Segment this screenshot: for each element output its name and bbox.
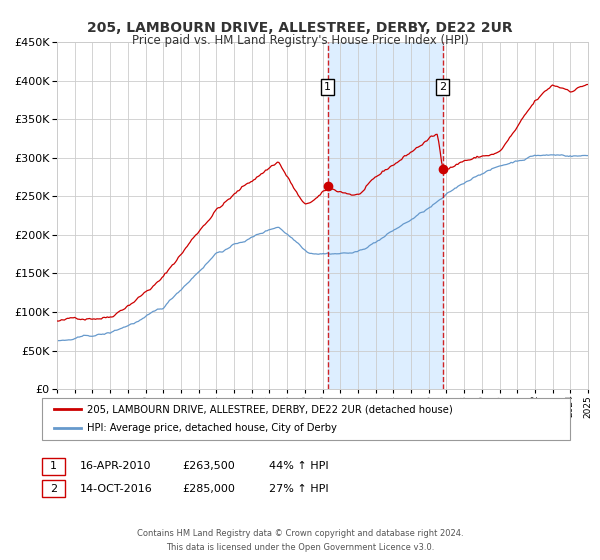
Text: £285,000: £285,000	[182, 484, 235, 494]
Text: 205, LAMBOURN DRIVE, ALLESTREE, DERBY, DE22 2UR: 205, LAMBOURN DRIVE, ALLESTREE, DERBY, D…	[87, 21, 513, 35]
Text: £263,500: £263,500	[182, 461, 235, 472]
Text: This data is licensed under the Open Government Licence v3.0.: This data is licensed under the Open Gov…	[166, 543, 434, 552]
Text: 27% ↑ HPI: 27% ↑ HPI	[269, 484, 328, 494]
Text: 44% ↑ HPI: 44% ↑ HPI	[269, 461, 328, 472]
Text: HPI: Average price, detached house, City of Derby: HPI: Average price, detached house, City…	[87, 423, 337, 433]
Text: 205, LAMBOURN DRIVE, ALLESTREE, DERBY, DE22 2UR (detached house): 205, LAMBOURN DRIVE, ALLESTREE, DERBY, D…	[87, 404, 453, 414]
Text: 14-OCT-2016: 14-OCT-2016	[80, 484, 152, 494]
Text: Contains HM Land Registry data © Crown copyright and database right 2024.: Contains HM Land Registry data © Crown c…	[137, 529, 463, 538]
Text: 2: 2	[439, 82, 446, 92]
Text: 1: 1	[50, 461, 57, 472]
Text: 2: 2	[50, 484, 57, 494]
Text: Price paid vs. HM Land Registry's House Price Index (HPI): Price paid vs. HM Land Registry's House …	[131, 34, 469, 46]
Text: 1: 1	[324, 82, 331, 92]
Text: 16-APR-2010: 16-APR-2010	[80, 461, 151, 472]
Bar	[328, 42, 443, 389]
